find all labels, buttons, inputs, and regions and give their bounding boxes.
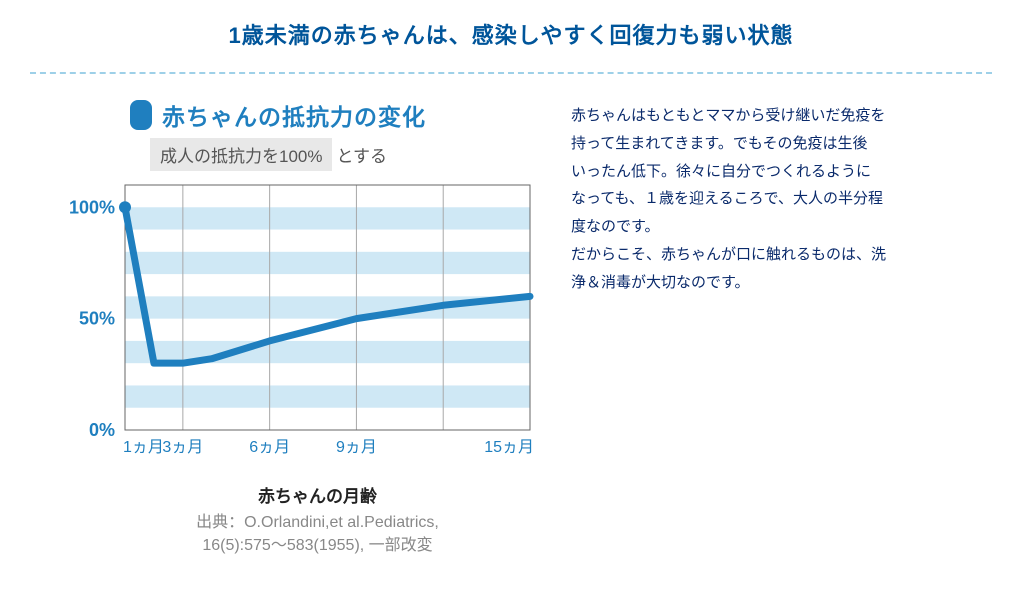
chart-subtitle-box: 成人の抵抗力を100% <box>150 138 332 171</box>
body-line: 赤ちゃんはもともとママから受け継いだ免疫を <box>571 102 964 130</box>
svg-text:6ヵ月: 6ヵ月 <box>249 439 290 456</box>
svg-text:50%: 50% <box>79 309 115 329</box>
svg-text:3ヵ月: 3ヵ月 <box>162 439 203 456</box>
divider <box>30 72 992 74</box>
chart-subtitle-tail: とする <box>336 147 387 166</box>
chart-header: 赤ちゃんの抵抗力の変化 <box>30 98 545 132</box>
chart-source-line1: 出典：O.Orlandini,et al.Pediatrics, <box>196 514 439 531</box>
svg-text:0%: 0% <box>89 420 115 440</box>
chart-xlabel: 赤ちゃんの月齢 <box>30 482 545 507</box>
svg-text:9ヵ月: 9ヵ月 <box>336 439 377 456</box>
body-line: 度なのです。 <box>571 213 964 241</box>
chart-title: 赤ちゃんの抵抗力の変化 <box>162 98 426 132</box>
pill-icon <box>130 100 152 130</box>
body-line: 浄＆消毒が大切なのです。 <box>571 269 964 297</box>
body-text: 赤ちゃんはもともとママから受け継いだ免疫を持って生まれてきます。でもその免疫は生… <box>571 98 964 557</box>
body-line: だからこそ、赤ちゃんが口に触れるものは、洗 <box>571 241 964 269</box>
content-row: 赤ちゃんの抵抗力の変化 成人の抵抗力を100%とする 0% 50% 100% 1ヵ月3… <box>30 98 992 557</box>
chart-svg: 0% 50% 100% 1ヵ月3ヵ月 6ヵ月 9ヵ月 15ヵ月 <box>30 175 545 475</box>
page-title: 1歳未満の赤ちゃんは、感染しやすく回復力も弱い状態 <box>30 18 992 50</box>
body-line: なっても、１歳を迎えるころで、大人の半分程 <box>571 185 964 213</box>
chart-source-line2: 16(5):575〜583(1955), 一部改変 <box>202 537 432 554</box>
chart-plot: 0% 50% 100% 1ヵ月3ヵ月 6ヵ月 9ヵ月 15ヵ月 <box>30 175 545 480</box>
chart-column: 赤ちゃんの抵抗力の変化 成人の抵抗力を100%とする 0% 50% 100% 1ヵ月3… <box>30 98 545 557</box>
svg-text:1ヵ月: 1ヵ月 <box>123 439 164 456</box>
chart-source: 出典：O.Orlandini,et al.Pediatrics, 16(5):5… <box>30 511 545 557</box>
svg-text:100%: 100% <box>69 197 115 217</box>
body-line: いったん低下。徐々に自分でつくれるように <box>571 158 964 186</box>
chart-subtitle: 成人の抵抗力を100%とする <box>30 138 545 171</box>
svg-text:15ヵ月: 15ヵ月 <box>484 439 534 456</box>
body-line: 持って生まれてきます。でもその免疫は生後 <box>571 130 964 158</box>
